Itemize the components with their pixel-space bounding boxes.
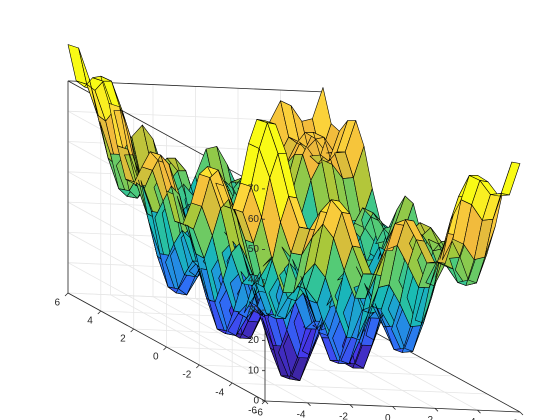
- z-tick-label: 10: [248, 365, 260, 376]
- y-tick-label: 2: [120, 334, 126, 345]
- y-tick-label: -6: [248, 406, 257, 417]
- y-tick-label: 6: [54, 298, 60, 309]
- y-tick-mark: [196, 364, 200, 369]
- x-tick-label: 4: [470, 417, 476, 420]
- z-tick-label: 30: [248, 305, 260, 316]
- x-tick-mark: [307, 402, 311, 407]
- x-tick-mark: [264, 400, 269, 405]
- x-tick-mark: [392, 406, 396, 410]
- z-axis-ticks: 0 10 20 30 40 50 60 70: [248, 184, 265, 407]
- z-tick-label: 20: [248, 335, 260, 346]
- grid-line: [232, 382, 488, 395]
- x-tick-label: 2: [427, 415, 433, 420]
- grid-line: [199, 364, 455, 377]
- z-tick-label: 60: [248, 214, 260, 225]
- x-tick-label: -2: [339, 411, 348, 420]
- y-tick-mark: [64, 292, 69, 297]
- y-tick-label: -2: [182, 370, 191, 381]
- y-tick-label: -4: [215, 388, 224, 399]
- x-tick-label: -6: [254, 408, 263, 419]
- x-tick-mark: [349, 404, 354, 408]
- surface-face: [500, 161, 521, 196]
- z-tick-label: 70: [248, 184, 260, 195]
- z-tick-label: 0: [253, 396, 259, 407]
- y-tick-mark: [228, 382, 233, 387]
- y-tick-mark: [261, 400, 266, 405]
- x-tick-mark: [519, 411, 524, 416]
- x-tick-label: 6: [512, 419, 518, 420]
- y-tick-label: 4: [87, 316, 93, 327]
- y-tick-label: 0: [153, 352, 159, 363]
- x-tick-label: -4: [297, 409, 306, 420]
- z-tick-label: 40: [248, 274, 260, 285]
- y-tick-mark: [163, 346, 167, 351]
- x-tick-mark: [477, 409, 481, 414]
- x-tick-label: 0: [385, 413, 391, 420]
- surface: [67, 44, 521, 382]
- x-axis-ticks: -6 -4 -2 0 2 4 6: [254, 400, 524, 420]
- y-tick-mark: [97, 310, 102, 315]
- z-tick-label: 50: [248, 244, 260, 255]
- x-tick-mark: [434, 408, 439, 412]
- y-tick-mark: [130, 328, 134, 333]
